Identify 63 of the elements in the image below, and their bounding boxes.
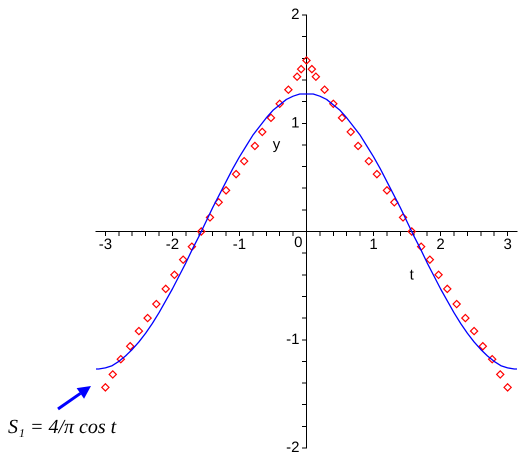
point bbox=[197, 227, 206, 236]
x-tick-label: 1 bbox=[369, 236, 378, 254]
point bbox=[170, 270, 179, 279]
point bbox=[108, 370, 117, 379]
point bbox=[275, 100, 284, 108]
point bbox=[364, 156, 374, 166]
point bbox=[426, 255, 434, 264]
point bbox=[116, 355, 126, 364]
point bbox=[452, 300, 461, 308]
point bbox=[258, 128, 266, 136]
point bbox=[296, 64, 306, 74]
point bbox=[338, 114, 346, 122]
y-tick-label: -1 bbox=[286, 330, 300, 348]
point bbox=[416, 242, 426, 251]
point bbox=[354, 142, 362, 150]
point bbox=[320, 85, 329, 94]
point bbox=[143, 314, 152, 322]
point bbox=[382, 186, 392, 195]
point bbox=[178, 255, 188, 264]
point bbox=[302, 56, 311, 65]
point bbox=[478, 342, 488, 350]
point bbox=[390, 198, 399, 206]
point bbox=[312, 72, 320, 81]
point bbox=[250, 142, 260, 150]
point bbox=[232, 170, 240, 178]
point bbox=[503, 383, 512, 392]
point bbox=[461, 314, 470, 322]
annotation: S₁ = 4/π cos t bbox=[8, 414, 116, 439]
point bbox=[222, 186, 230, 195]
x-tick-label: -1 bbox=[232, 236, 246, 254]
point bbox=[434, 270, 443, 279]
point bbox=[126, 342, 134, 350]
point bbox=[240, 156, 248, 166]
x-axis-title: t bbox=[410, 266, 415, 284]
x-tick-label: 2 bbox=[436, 236, 445, 254]
point bbox=[488, 355, 496, 364]
y-tick-label: 2 bbox=[291, 6, 300, 24]
x-tick-label: -2 bbox=[166, 236, 180, 254]
point bbox=[470, 326, 478, 336]
point bbox=[372, 170, 382, 178]
point bbox=[188, 242, 196, 251]
point bbox=[162, 284, 170, 294]
x-tick-label: 3 bbox=[503, 236, 512, 254]
point bbox=[443, 284, 452, 294]
point bbox=[496, 370, 504, 379]
x-tick-label: 0 bbox=[294, 234, 302, 252]
point bbox=[134, 326, 144, 336]
point bbox=[284, 85, 293, 94]
point bbox=[398, 213, 408, 222]
y-tick-label: -2 bbox=[286, 439, 300, 456]
point bbox=[346, 128, 355, 136]
point bbox=[408, 227, 416, 236]
point bbox=[206, 213, 214, 222]
point bbox=[152, 300, 161, 308]
point bbox=[101, 383, 110, 392]
x-tick-label: -3 bbox=[98, 236, 112, 254]
point bbox=[292, 72, 302, 81]
point bbox=[308, 64, 316, 74]
y-axis-title: y bbox=[272, 136, 281, 154]
point bbox=[329, 100, 338, 108]
point bbox=[266, 114, 276, 122]
point bbox=[214, 198, 223, 206]
y-tick-label: 1 bbox=[291, 114, 300, 132]
